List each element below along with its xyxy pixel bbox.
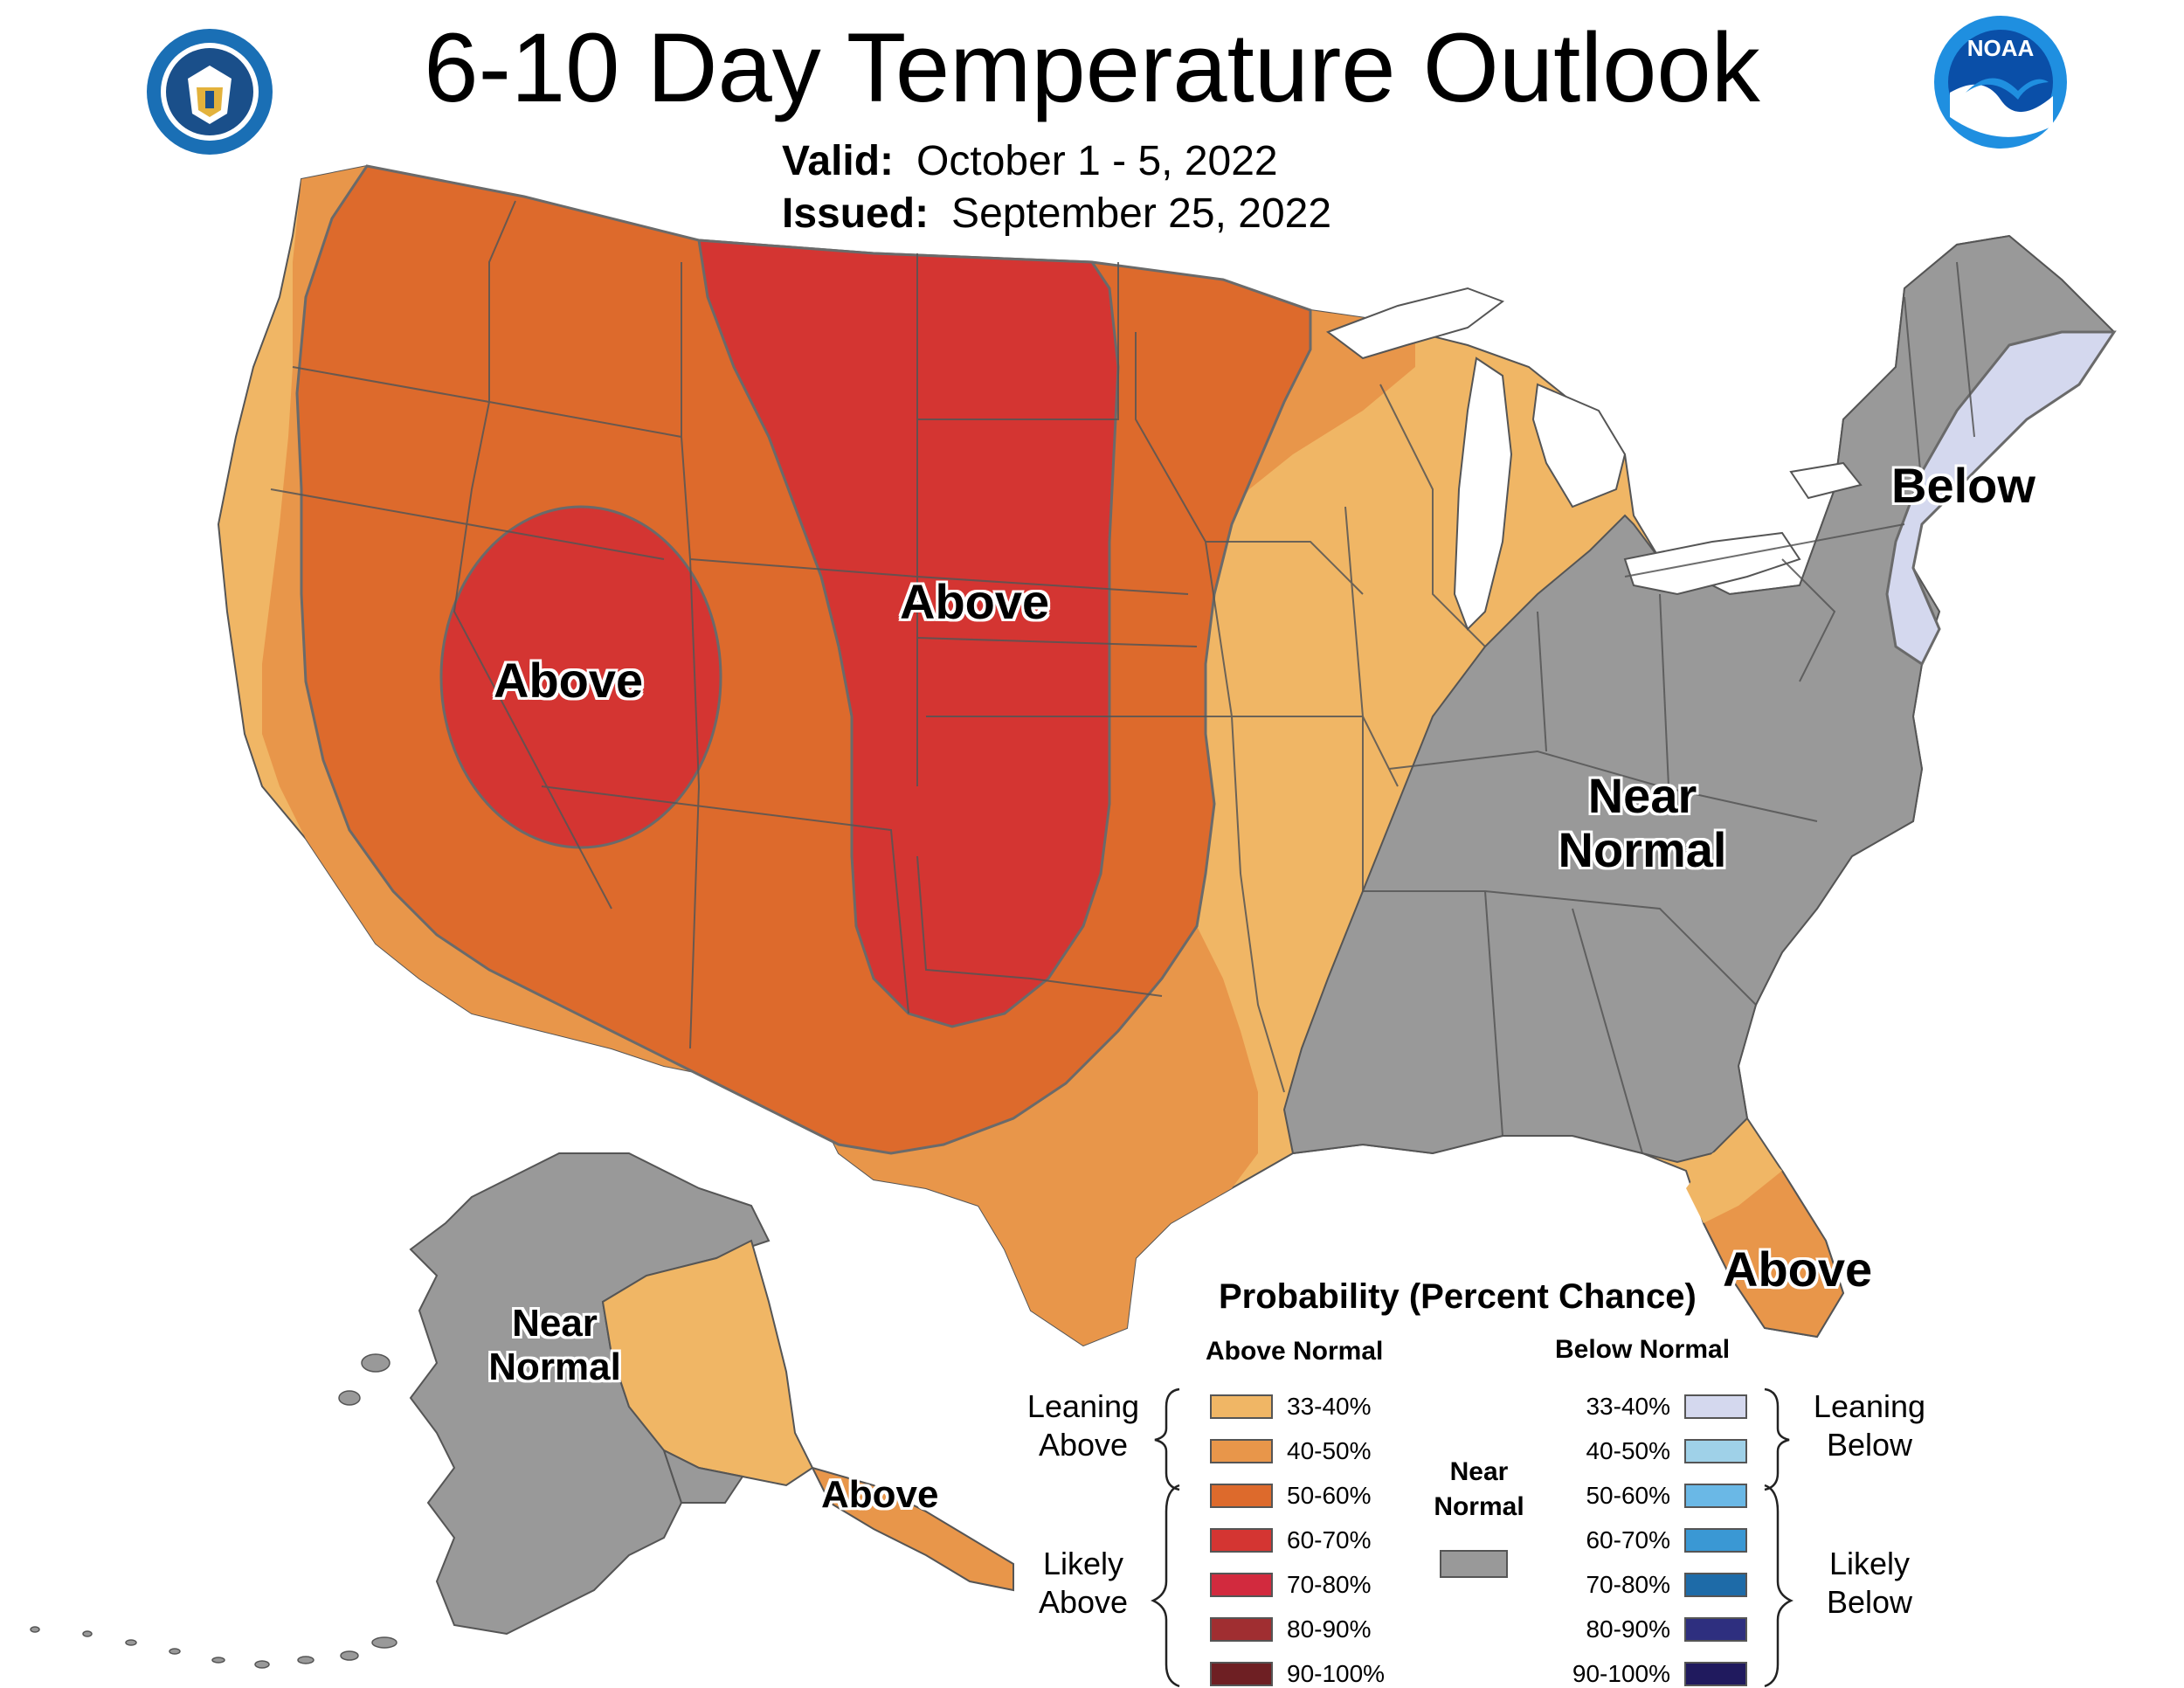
alaska-panhandle-above bbox=[811, 1466, 1014, 1592]
legend-below-swatch bbox=[1684, 1484, 1747, 1508]
noaa-logo-text: NOAA bbox=[1967, 35, 2035, 61]
legend-leaning-below-line2: Below bbox=[1826, 1427, 1913, 1463]
label-below-northeast: Below bbox=[1891, 458, 2035, 513]
legend-above-swatch bbox=[1210, 1394, 1273, 1419]
legend-above-percent: 50-60% bbox=[1287, 1482, 1372, 1509]
label-near-normal-east-line1: Near bbox=[1587, 768, 1697, 823]
legend-below-row: 40-50% bbox=[1555, 1437, 1747, 1465]
alaska-near-normal-region bbox=[409, 1152, 771, 1636]
legend-above-row: 50-60% bbox=[1210, 1482, 1372, 1510]
legend-above-row: 80-90% bbox=[1210, 1615, 1372, 1643]
legend-below-header: Below Normal bbox=[1555, 1335, 1731, 1364]
commerce-seal-icon bbox=[144, 26, 275, 157]
legend-below-row: 60-70% bbox=[1555, 1526, 1747, 1554]
issued-value: September 25, 2022 bbox=[951, 190, 1332, 237]
legend-likely-below-line1: Likely bbox=[1828, 1546, 1911, 1581]
conus-florida-lean-region bbox=[1686, 1136, 1782, 1223]
legend-likely-below-line2: Below bbox=[1826, 1584, 1913, 1620]
state-borders bbox=[270, 200, 1975, 1154]
legend-below-swatch bbox=[1684, 1439, 1747, 1463]
legend-below-percent: 40-50% bbox=[1586, 1437, 1670, 1464]
noaa-logo-graphic: NOAA bbox=[1934, 16, 2067, 149]
valid-row: Valid: October 1 - 5, 2022 bbox=[782, 135, 1331, 188]
conus-above-60-70-west bbox=[439, 505, 722, 849]
label-alaska-above: Above bbox=[821, 1473, 939, 1516]
legend-below-swatch bbox=[1684, 1528, 1747, 1553]
legend-above-swatch bbox=[1210, 1662, 1273, 1686]
legend-likely-above-line2: Above bbox=[1038, 1584, 1129, 1620]
aleutian-islands bbox=[30, 1353, 397, 1669]
legend-below-row: 80-90% bbox=[1555, 1615, 1747, 1643]
noaa-logo-icon: NOAA bbox=[1931, 12, 2070, 152]
legend-above-row: 60-70% bbox=[1210, 1526, 1372, 1554]
legend-title: Probability (Percent Chance) bbox=[1219, 1277, 1697, 1316]
legend-above-percent: 33-40% bbox=[1287, 1393, 1372, 1420]
legend-near-line1: Near bbox=[1449, 1457, 1509, 1486]
legend-below-percent: 50-60% bbox=[1586, 1482, 1670, 1509]
valid-label: Valid: bbox=[782, 138, 895, 184]
conus-near-normal-region bbox=[1282, 234, 2116, 1164]
legend-likely-above-label: Likely Above bbox=[1013, 1545, 1153, 1622]
legend-leaning-above-line1: Leaning bbox=[1026, 1388, 1140, 1424]
label-above-plains: Above bbox=[900, 574, 1050, 629]
legend-near-line2: Normal bbox=[1434, 1492, 1524, 1521]
legend-below-percent: 33-40% bbox=[1586, 1393, 1670, 1420]
legend-below-row: 70-80% bbox=[1555, 1571, 1747, 1599]
legend-leaning-above-label: Leaning Above bbox=[1013, 1387, 1153, 1464]
label-above-west: Above bbox=[494, 653, 644, 708]
legend-above-swatch bbox=[1210, 1528, 1273, 1553]
label-alaska-near-normal: Near Normal bbox=[472, 1302, 638, 1389]
legend-leaning-above-line2: Above bbox=[1038, 1427, 1129, 1463]
legend-above-swatch bbox=[1210, 1573, 1273, 1597]
legend-below-percent: 80-90% bbox=[1586, 1615, 1670, 1643]
legend-above-row: 33-40% bbox=[1210, 1393, 1372, 1421]
legend-above-swatch bbox=[1210, 1439, 1273, 1463]
conus-above-60-70-plains bbox=[697, 239, 1120, 1028]
legend-near-normal-label: Near Normal bbox=[1422, 1455, 1536, 1525]
legend-above-swatch bbox=[1210, 1484, 1273, 1508]
legend-leaning-below-label: Leaning Below bbox=[1800, 1387, 1939, 1464]
legend-above-header: Above Normal bbox=[1206, 1337, 1384, 1366]
legend-above-percent: 70-80% bbox=[1287, 1571, 1372, 1598]
legend-likely-below-label: Likely Below bbox=[1800, 1545, 1939, 1622]
commerce-seal-graphic bbox=[147, 29, 273, 155]
legend-above-percent: 80-90% bbox=[1287, 1615, 1372, 1643]
legend-below-swatch bbox=[1684, 1617, 1747, 1642]
label-near-normal-east-line2: Normal bbox=[1558, 822, 1727, 877]
legend-below-row: 33-40% bbox=[1555, 1393, 1747, 1421]
label-near-normal-east: Near Normal bbox=[1546, 769, 1738, 877]
legend-above-percent: 90-100% bbox=[1287, 1660, 1386, 1687]
legend-below-row: 50-60% bbox=[1555, 1482, 1747, 1510]
label-above-florida: Above bbox=[1723, 1242, 1873, 1297]
legend-below-swatch bbox=[1684, 1573, 1747, 1597]
legend-above-row: 90-100% bbox=[1210, 1660, 1385, 1688]
valid-value: October 1 - 5, 2022 bbox=[916, 138, 1278, 184]
legend-above-swatch bbox=[1210, 1617, 1273, 1642]
legend-below-swatch bbox=[1684, 1662, 1747, 1686]
date-block: Valid: October 1 - 5, 2022 Issued: Septemb… bbox=[782, 135, 1331, 240]
legend-likely-above-line1: Likely bbox=[1042, 1546, 1124, 1581]
legend-above-percent: 60-70% bbox=[1287, 1526, 1372, 1553]
great-lakes bbox=[1325, 287, 1863, 631]
legend-above-row: 40-50% bbox=[1210, 1437, 1372, 1465]
legend-leaning-below-line1: Leaning bbox=[1813, 1388, 1926, 1424]
label-alaska-near-line1: Near bbox=[512, 1302, 598, 1345]
issued-row: Issued: September 25, 2022 bbox=[782, 188, 1331, 240]
conus-lean-below-region bbox=[1885, 330, 2117, 667]
legend-below-percent: 70-80% bbox=[1586, 1571, 1670, 1598]
legend-above-percent: 40-50% bbox=[1287, 1437, 1372, 1464]
legend-below-swatch bbox=[1684, 1394, 1747, 1419]
alaska-south-coast bbox=[662, 1449, 744, 1504]
page-title: 6-10 Day Temperature Outlook bbox=[424, 13, 1760, 122]
legend-near-normal-swatch bbox=[1440, 1550, 1508, 1578]
legend-below-percent: 60-70% bbox=[1586, 1526, 1670, 1553]
legend-above-row: 70-80% bbox=[1210, 1571, 1372, 1599]
legend-below-percent: 90-100% bbox=[1572, 1660, 1670, 1687]
issued-label: Issued: bbox=[782, 190, 930, 237]
legend-below-row: 90-100% bbox=[1555, 1660, 1747, 1688]
label-alaska-near-line2: Normal bbox=[488, 1346, 621, 1388]
